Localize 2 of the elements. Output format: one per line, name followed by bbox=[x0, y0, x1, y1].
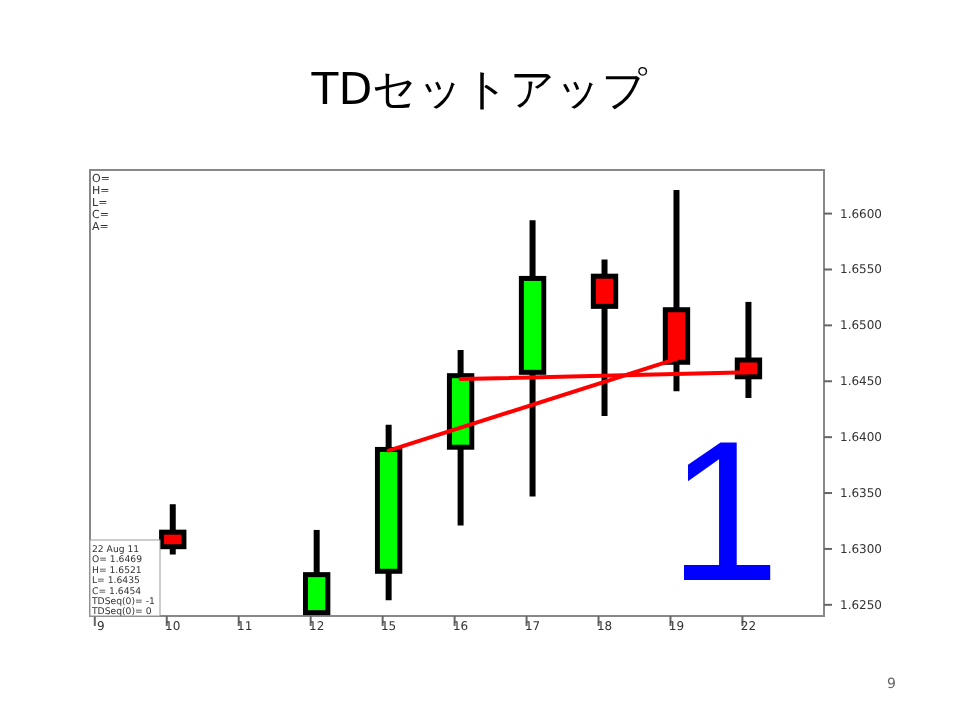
title: TDセットアップ bbox=[311, 66, 649, 116]
annotation: 1 bbox=[668, 400, 781, 624]
